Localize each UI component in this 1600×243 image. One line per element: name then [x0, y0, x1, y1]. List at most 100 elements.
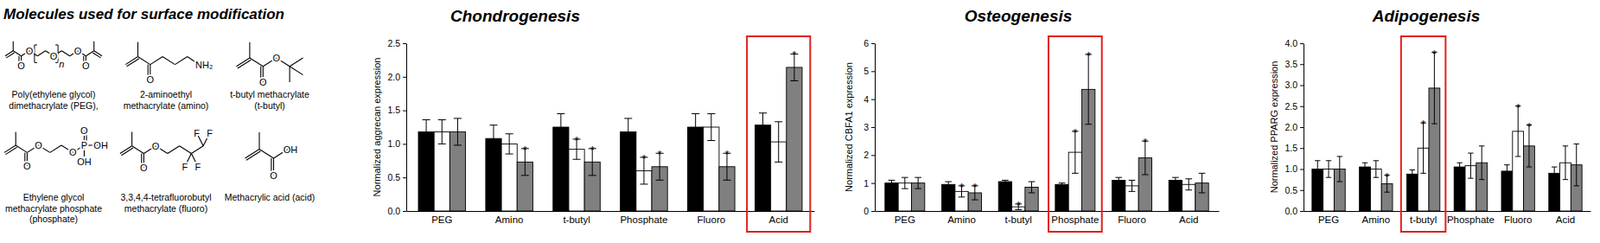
significance-mark: * [1432, 47, 1437, 61]
y-tick: 0.5 [1284, 184, 1304, 196]
tick-mark [871, 183, 875, 185]
significance-mark: * [972, 180, 977, 194]
axis-line [875, 210, 1220, 212]
x-tick: Amino [1362, 210, 1391, 225]
tick-mark [871, 43, 875, 45]
tick-label: 0.0 [1284, 205, 1298, 217]
tick-mark [1300, 63, 1304, 65]
y-tick: 2 [863, 149, 875, 160]
significance-mark: * [791, 48, 797, 62]
tick-label: 3 [863, 121, 869, 133]
tick-label: PEG [1318, 214, 1339, 225]
x-tick: Phosphate [1447, 210, 1495, 225]
atom-label: O [140, 162, 148, 173]
tick-label: PEG [894, 214, 916, 225]
bond [94, 50, 102, 57]
error-bar [489, 125, 498, 153]
figure: Molecules used for surface modification O… [0, 0, 1600, 243]
double-bond [237, 59, 251, 69]
y-axis-title: Normalized aggrecan expression [371, 57, 383, 198]
tick-label: 0.5 [387, 172, 401, 183]
tick-mark [871, 154, 875, 156]
tick-label: Fluoro [697, 214, 727, 225]
tick-label: 5 [863, 65, 869, 77]
molecule-name: Methacrylic acid (acid) [224, 191, 315, 203]
atom-label: O [259, 76, 268, 88]
error-bar [1504, 165, 1510, 179]
error-bar [1058, 183, 1066, 186]
y-tick: 1.0 [387, 138, 407, 149]
y-tick: 3 [863, 121, 875, 133]
error-bar [1028, 181, 1036, 193]
molecule-name: (t-butyl) [254, 100, 286, 111]
double-bond [121, 147, 134, 156]
error-bar [1128, 179, 1136, 192]
tick-label: Amino [947, 214, 976, 225]
tick-label: Fluoro [1504, 214, 1533, 225]
tick-label: 1.0 [387, 138, 401, 149]
x-tick: Fluoro [1504, 210, 1533, 225]
bracket [34, 44, 38, 63]
molecule-panel: Molecules used for surface modification O… [3, 6, 315, 224]
atom-label: O [82, 60, 90, 71]
bond [289, 57, 303, 67]
tick-mark [402, 143, 407, 145]
tick-label: 3.0 [1284, 79, 1298, 90]
tick-label: Fluoro [1117, 214, 1147, 225]
chart: AdipogenesisNormalized PPARG expression*… [1268, 6, 1592, 232]
atom-label: OH [283, 144, 299, 155]
bond [289, 66, 291, 83]
tick-label: 2.5 [387, 38, 401, 49]
tick-label: 2 [863, 149, 869, 160]
tick-mark [402, 76, 407, 78]
error-bar [1456, 162, 1462, 172]
atom-label: OH [93, 140, 109, 151]
bar [1406, 173, 1418, 211]
significance-mark: * [959, 180, 964, 194]
tick-label: 2.5 [1284, 101, 1298, 112]
chart: ChondrogenesisNormalized aggrecan expres… [371, 6, 816, 232]
significance-mark: * [590, 143, 595, 157]
bar [1359, 166, 1371, 211]
significance-mark: * [1526, 120, 1531, 134]
tick-label: Acid [1179, 214, 1199, 225]
x-tick: PEG [431, 210, 453, 225]
plot-area [418, 53, 803, 211]
significance-mark: * [657, 147, 663, 161]
molecule: OOOOOnPoly(ethylene glycol)dimethacrylat… [5, 41, 102, 111]
error-bar [453, 118, 462, 146]
tick-label: 3.5 [1284, 58, 1298, 70]
atom-label: n [58, 58, 64, 70]
bar [786, 67, 803, 211]
error-bar [422, 119, 431, 144]
atom-label: O [272, 52, 281, 64]
bond [93, 41, 95, 51]
molecule-name: methacrylate phosphate [5, 203, 102, 214]
panel-title: Molecules used for surface modification [3, 6, 285, 23]
atom-label: F [182, 161, 189, 173]
tick-mark [871, 127, 875, 128]
error-bar [1185, 178, 1193, 191]
y-tick: 4 [863, 94, 875, 105]
y-tick: 6 [863, 38, 875, 49]
bond [259, 149, 275, 160]
error-bar [1467, 152, 1473, 179]
tick-mark [871, 70, 875, 72]
molecule-name: t-butyl methacrylate [229, 89, 310, 100]
y-tick: 0.0 [1284, 205, 1304, 217]
tick-label: Amino [1362, 214, 1391, 225]
x-tick: t-butyl [1409, 210, 1437, 225]
error-bar [505, 133, 514, 154]
plot-area [1312, 52, 1582, 211]
atom-label: O [152, 140, 160, 152]
bond [131, 132, 133, 147]
bond [289, 66, 303, 76]
axis-line [406, 44, 408, 212]
tick-mark [1300, 106, 1304, 108]
y-tick: 4.0 [1284, 38, 1304, 49]
atom-label: P [81, 140, 88, 151]
error-bar [1373, 160, 1379, 178]
bond [179, 146, 192, 154]
x-tick: Phosphate [1051, 210, 1099, 225]
atom-label: O [146, 74, 155, 85]
